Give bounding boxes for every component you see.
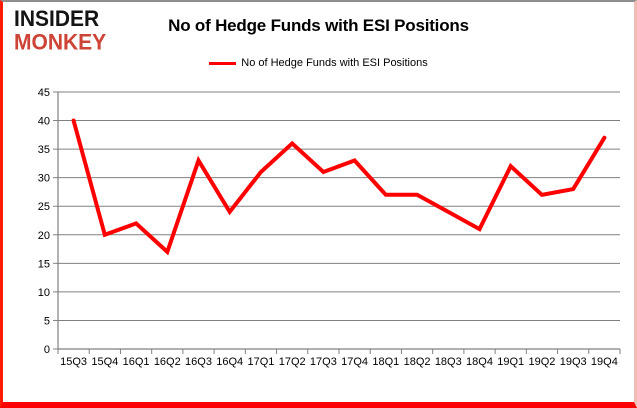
line-chart: 0 5 10 15 20 25 30 35 40 45 15Q3 15Q4 16Q1 16Q2 16Q3 16… — [3, 80, 637, 380]
xtick-label-18Q1: 18Q1 — [372, 356, 399, 368]
page-title: No of Hedge Funds with ESI Positions — [168, 16, 469, 35]
xtick-label-17Q1: 17Q1 — [247, 356, 274, 368]
xtick-label-15Q3: 15Q3 — [60, 356, 87, 368]
xtick-label-18Q4: 18Q4 — [466, 356, 493, 368]
ytick-label-45: 45 — [38, 87, 50, 99]
logo-monkey-text: MONKEY — [14, 30, 107, 55]
xtick-label-19Q1: 19Q1 — [497, 356, 524, 368]
xtick-label-19Q4: 19Q4 — [591, 356, 618, 368]
ytick-label-35: 35 — [38, 144, 50, 156]
xtick-label-17Q2: 17Q2 — [279, 356, 306, 368]
logo-insider-text: INSIDER — [14, 6, 100, 32]
ytick-label-25: 25 — [38, 201, 50, 213]
xtick-label-17Q4: 17Q4 — [341, 356, 368, 368]
xtick-label-16Q2: 16Q2 — [154, 356, 181, 368]
xtick-label-15Q4: 15Q4 — [91, 356, 118, 368]
xtick-label-18Q3: 18Q3 — [435, 356, 462, 368]
xtick-label-18Q2: 18Q2 — [404, 356, 431, 368]
ytick-label-0: 0 — [44, 344, 50, 356]
series-line — [71, 118, 607, 256]
chart-legend: No of Hedge Funds with ESI Positions — [3, 57, 634, 69]
ytick-label-15: 15 — [38, 258, 50, 270]
xtick-label-16Q1: 16Q1 — [123, 356, 150, 368]
ytick-label-40: 40 — [38, 116, 50, 128]
ytick-label-5: 5 — [44, 315, 50, 327]
xtick-label-19Q2: 19Q2 — [528, 356, 555, 368]
xtick-label-16Q3: 16Q3 — [185, 356, 212, 368]
insider-monkey-logo: INSIDER MONKEY — [14, 6, 107, 55]
ytick-label-30: 30 — [38, 173, 50, 185]
xtick-label-16Q4: 16Q4 — [216, 356, 243, 368]
ytick-label-10: 10 — [38, 287, 50, 299]
legend-line-swatch — [209, 61, 237, 65]
chart-svg: 0 5 10 15 20 25 30 35 40 45 15Q3 15Q4 16Q1 16Q2 16Q3 16… — [38, 87, 621, 368]
legend-label: No of Hedge Funds with ESI Positions — [241, 57, 428, 69]
xtick-label-17Q3: 17Q3 — [310, 356, 337, 368]
ytick-label-20: 20 — [38, 230, 50, 242]
xtick-label-19Q3: 19Q3 — [560, 356, 587, 368]
